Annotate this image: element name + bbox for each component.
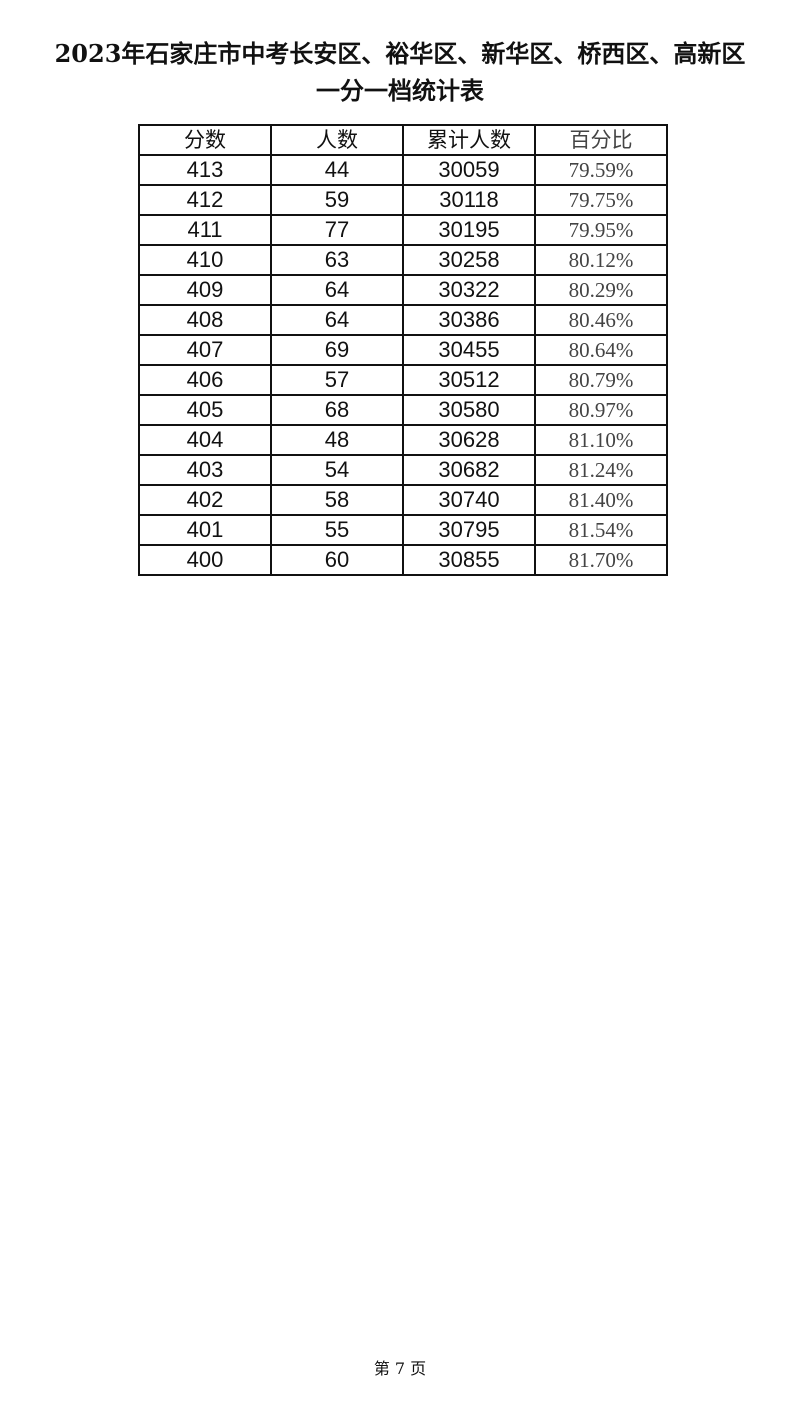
table-row: 411 77 30195 79.95% <box>138 214 668 246</box>
table-row: 400 60 30855 81.70% <box>138 544 668 576</box>
cell-score: 412 <box>138 184 272 216</box>
cell-cumulative: 30118 <box>402 184 536 216</box>
cell-score: 413 <box>138 154 272 186</box>
cell-percent: 81.10% <box>534 424 668 456</box>
cell-percent: 80.79% <box>534 364 668 396</box>
cell-count: 44 <box>270 154 404 186</box>
cell-cumulative: 30512 <box>402 364 536 396</box>
cell-percent: 79.95% <box>534 214 668 246</box>
table-row: 404 48 30628 81.10% <box>138 424 668 456</box>
table-row: 409 64 30322 80.29% <box>138 274 668 306</box>
cell-cumulative: 30059 <box>402 154 536 186</box>
cell-score: 405 <box>138 394 272 426</box>
cell-score: 403 <box>138 454 272 486</box>
cell-percent: 81.70% <box>534 544 668 576</box>
cell-count: 54 <box>270 454 404 486</box>
cell-percent: 81.24% <box>534 454 668 486</box>
header-percent: 百分比 <box>534 124 668 156</box>
cell-count: 68 <box>270 394 404 426</box>
cell-score: 401 <box>138 514 272 546</box>
table-header-row: 分数 人数 累计人数 百分比 <box>138 124 668 156</box>
cell-count: 57 <box>270 364 404 396</box>
cell-cumulative: 30682 <box>402 454 536 486</box>
cell-count: 60 <box>270 544 404 576</box>
table-row: 407 69 30455 80.64% <box>138 334 668 366</box>
cell-cumulative: 30740 <box>402 484 536 516</box>
page-number: 第 7 页 <box>373 1359 427 1378</box>
cell-score: 409 <box>138 274 272 306</box>
table-row: 412 59 30118 79.75% <box>138 184 668 216</box>
cell-count: 63 <box>270 244 404 276</box>
cell-percent: 80.97% <box>534 394 668 426</box>
table-row: 408 64 30386 80.46% <box>138 304 668 336</box>
cell-cumulative: 30258 <box>402 244 536 276</box>
table-row: 402 58 30740 81.40% <box>138 484 668 516</box>
header-cumulative: 累计人数 <box>402 124 536 156</box>
cell-percent: 80.12% <box>534 244 668 276</box>
table-row: 403 54 30682 81.24% <box>138 454 668 486</box>
cell-percent: 80.46% <box>534 304 668 336</box>
cell-percent: 80.64% <box>534 334 668 366</box>
cell-count: 58 <box>270 484 404 516</box>
cell-count: 69 <box>270 334 404 366</box>
table-row: 410 63 30258 80.12% <box>138 244 668 276</box>
cell-count: 55 <box>270 514 404 546</box>
score-distribution-table: 分数 人数 累计人数 百分比 413 44 30059 79.59% 412 59 3011… <box>138 124 668 576</box>
table-row: 401 55 30795 81.54% <box>138 514 668 546</box>
cell-score: 411 <box>138 214 272 246</box>
cell-percent: 80.29% <box>534 274 668 306</box>
cell-count: 48 <box>270 424 404 456</box>
table-row: 406 57 30512 80.79% <box>138 364 668 396</box>
cell-cumulative: 30795 <box>402 514 536 546</box>
cell-percent: 81.54% <box>534 514 668 546</box>
cell-score: 406 <box>138 364 272 396</box>
cell-count: 64 <box>270 274 404 306</box>
cell-count: 59 <box>270 184 404 216</box>
cell-score: 400 <box>138 544 272 576</box>
cell-cumulative: 30855 <box>402 544 536 576</box>
cell-score: 408 <box>138 304 272 336</box>
table-row: 413 44 30059 79.59% <box>138 154 668 186</box>
cell-score: 410 <box>138 244 272 276</box>
header-count: 人数 <box>270 124 404 156</box>
table-row: 405 68 30580 80.97% <box>138 394 668 426</box>
header-score: 分数 <box>138 124 272 156</box>
cell-percent: 79.75% <box>534 184 668 216</box>
page-title: 2023年石家庄市中考长安区、裕华区、新华区、桥西区、高新区 <box>54 39 746 68</box>
cell-cumulative: 30386 <box>402 304 536 336</box>
cell-count: 64 <box>270 304 404 336</box>
cell-cumulative: 30195 <box>402 214 536 246</box>
page-subtitle: 一分一档统计表 <box>316 76 484 105</box>
cell-cumulative: 30455 <box>402 334 536 366</box>
cell-score: 402 <box>138 484 272 516</box>
cell-cumulative: 30628 <box>402 424 536 456</box>
cell-count: 77 <box>270 214 404 246</box>
cell-percent: 81.40% <box>534 484 668 516</box>
cell-cumulative: 30580 <box>402 394 536 426</box>
cell-score: 407 <box>138 334 272 366</box>
cell-percent: 79.59% <box>534 154 668 186</box>
cell-cumulative: 30322 <box>402 274 536 306</box>
cell-score: 404 <box>138 424 272 456</box>
